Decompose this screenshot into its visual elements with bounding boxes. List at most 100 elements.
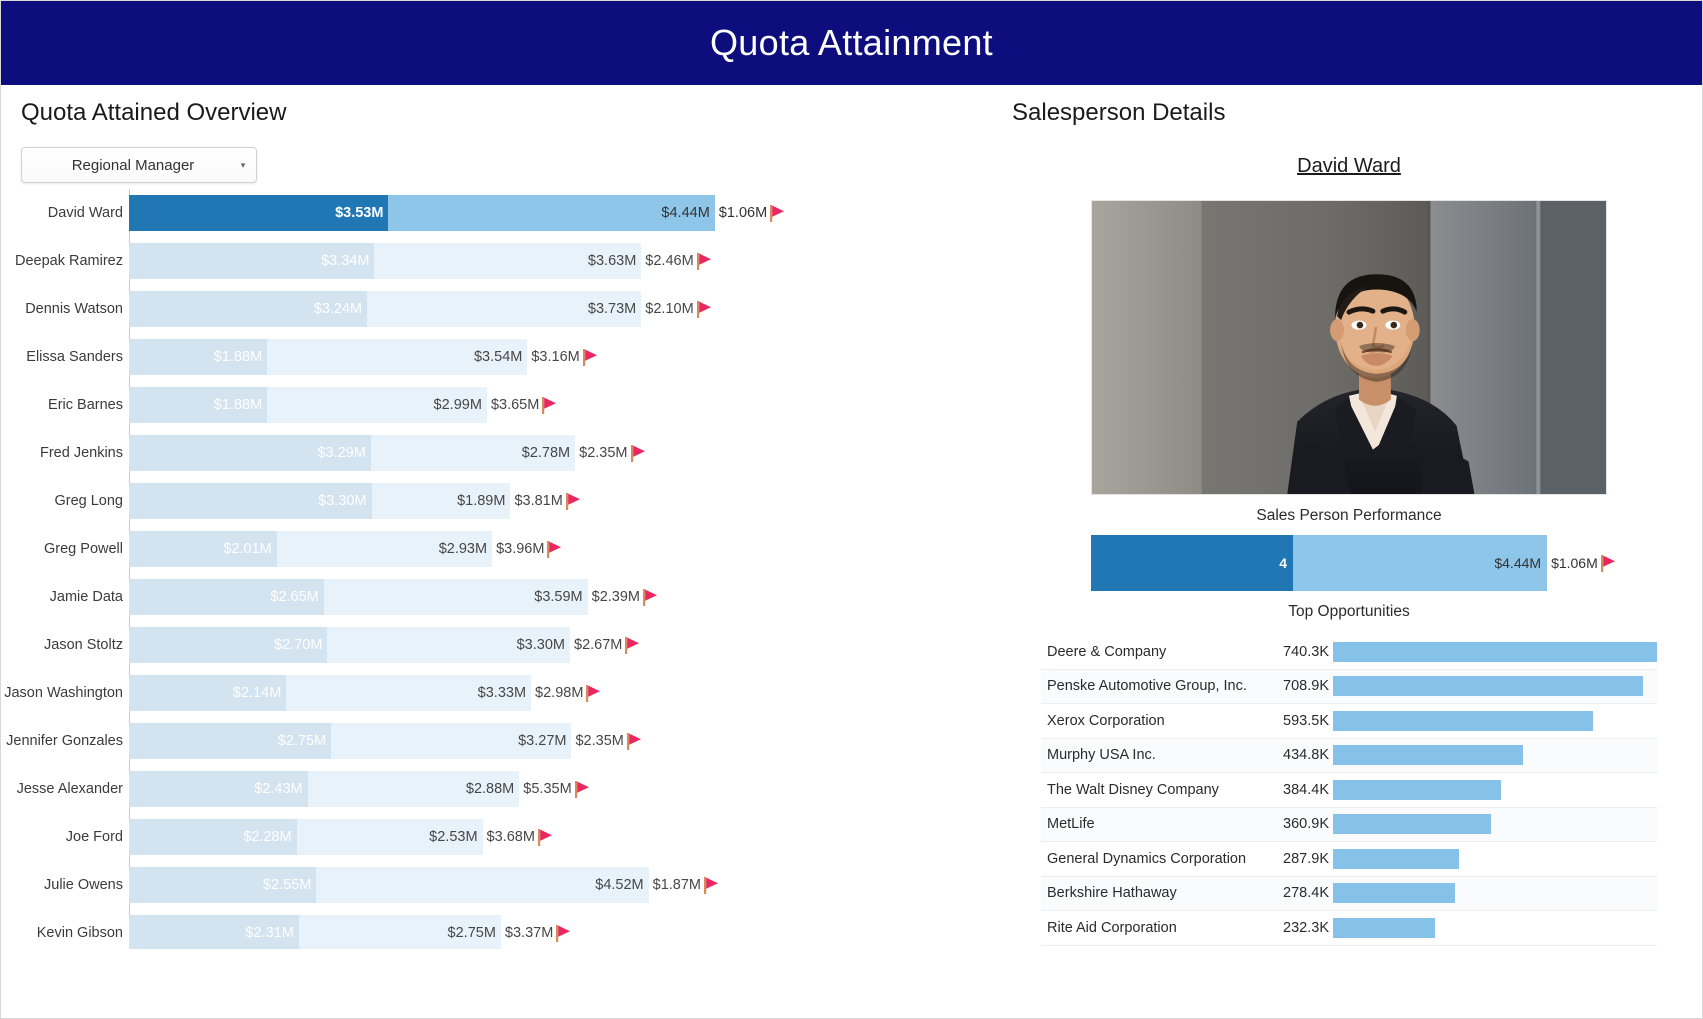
quota-bar-segment-pipeline[interactable]: $4.52M	[316, 867, 649, 903]
opportunity-row[interactable]: MetLife 360.9K	[1041, 807, 1657, 842]
opportunity-row[interactable]: Deere & Company 740.3K	[1041, 635, 1657, 670]
quota-bar-segment-pipeline[interactable]: $3.54M	[267, 339, 528, 375]
opportunity-bar-track	[1333, 848, 1657, 869]
opportunity-value: 232.3K	[1283, 919, 1329, 936]
opportunity-bar[interactable]	[1333, 779, 1502, 800]
performance-segment-pipeline[interactable]: $4.44M	[1293, 535, 1548, 591]
quota-bar-segment-attained[interactable]: $2.14M	[129, 675, 287, 711]
quota-bar-row[interactable]: Jason Washington $2.14M $3.33M $2.98M	[1, 669, 996, 717]
opportunity-bar-track	[1333, 710, 1657, 731]
opportunity-row[interactable]: Rite Aid Corporation 232.3K	[1041, 911, 1657, 946]
quota-bar-segment-pipeline[interactable]: $2.88M	[307, 771, 520, 807]
quota-bar-segment-attained[interactable]: $2.31M	[129, 915, 299, 949]
opportunity-bar[interactable]	[1333, 641, 1657, 662]
quota-bar-row[interactable]: Elissa Sanders $1.88M $3.54M $3.16M	[1, 333, 996, 381]
opportunity-row[interactable]: Xerox Corporation 593.5K	[1041, 704, 1657, 739]
top-opportunities-list[interactable]: Deere & Company 740.3K Penske Automotive G…	[1041, 635, 1657, 946]
quota-bar-row[interactable]: Jason Stoltz $2.70M $3.30M $2.67M	[1, 621, 996, 669]
quota-bar-segment-pipeline[interactable]: $3.30M	[327, 627, 570, 663]
quota-bar-row[interactable]: Jesse Alexander $2.43M $2.88M $5.35M	[1, 765, 996, 813]
quota-bar-segment-attained[interactable]: $2.55M	[129, 867, 317, 903]
quota-bar-segment-attained[interactable]: $1.88M	[129, 387, 268, 423]
quota-bar-track: $2.28M $2.53M $3.68M	[129, 813, 996, 861]
quota-bar-row[interactable]: Dennis Watson $3.24M $3.73M $2.10M	[1, 285, 996, 333]
quota-bar-segment-pipeline[interactable]: $2.78M	[370, 435, 576, 471]
flag-icon	[696, 300, 712, 318]
opportunity-bar[interactable]	[1333, 917, 1435, 938]
quota-bar-segment-attained[interactable]: $2.43M	[129, 771, 308, 807]
quota-bar-segment-pipeline[interactable]: $2.53M	[296, 819, 483, 855]
quota-bar-segment-pipeline[interactable]: $3.33M	[286, 675, 532, 711]
quota-bar-row[interactable]: Greg Powell $2.01M $2.93M $3.96M	[1, 525, 996, 573]
quota-bar-segment-pipeline[interactable]: $2.75M	[298, 915, 501, 949]
quota-bar-row[interactable]: Jamie Data $2.65M $3.59M $2.39M	[1, 573, 996, 621]
opportunity-name: The Walt Disney Company	[1047, 781, 1219, 798]
opportunity-bar-track	[1333, 883, 1657, 904]
opportunity-row[interactable]: The Walt Disney Company 384.4K	[1041, 773, 1657, 808]
quota-bar-segment-attained[interactable]: $2.70M	[129, 627, 328, 663]
opportunity-bar[interactable]	[1333, 676, 1644, 697]
quota-bar-segment-attained[interactable]: $3.30M	[129, 483, 372, 519]
quota-bar-track: $2.75M $3.27M $2.35M	[129, 717, 996, 765]
quota-bar-gap-value: $3.16M	[531, 339, 597, 375]
flag-icon	[626, 732, 642, 750]
opportunity-name: General Dynamics Corporation	[1047, 850, 1247, 867]
page-title: Quota Attainment	[710, 22, 993, 63]
quota-bar-segment-attained[interactable]: $2.28M	[129, 819, 297, 855]
quota-bar-row[interactable]: Greg Long $3.30M $1.89M $3.81M	[1, 477, 996, 525]
quota-bar-row-label: Elissa Sanders	[26, 349, 123, 365]
quota-bar-segment-pipeline[interactable]: $3.73M	[367, 291, 642, 327]
quota-bar-segment-attained[interactable]: $2.75M	[129, 723, 332, 759]
quota-bar-segment-attained[interactable]: $2.65M	[129, 579, 324, 615]
quota-bar-row[interactable]: Julie Owens $2.55M $4.52M $1.87M	[1, 861, 996, 909]
salesperson-name-link[interactable]: David Ward	[1297, 155, 1401, 177]
opportunity-row[interactable]: Berkshire Hathaway 278.4K	[1041, 876, 1657, 911]
quota-bar-track: $2.55M $4.52M $1.87M	[129, 861, 996, 909]
quota-bar-segment-attained[interactable]: $2.01M	[129, 531, 277, 567]
quota-bar-segment-attained[interactable]: $3.29M	[129, 435, 371, 471]
opportunity-bar[interactable]	[1333, 814, 1491, 835]
quota-bar-segment-pipeline[interactable]: $2.93M	[276, 531, 493, 567]
opportunity-bar[interactable]	[1333, 710, 1593, 731]
quota-bar-gap-label: $2.67M	[574, 637, 623, 653]
quota-bar-row[interactable]: Eric Barnes $1.88M $2.99M $3.65M	[1, 381, 996, 429]
quota-bar-track: $3.29M $2.78M $2.35M	[129, 429, 996, 477]
quota-bar-gap-value: $3.65M	[491, 387, 557, 423]
chevron-down-icon: ▾	[240, 159, 246, 170]
flag-icon	[537, 828, 553, 846]
quota-bar-row[interactable]: Deepak Ramirez $3.34M $3.63M $2.46M	[1, 237, 996, 285]
flag-icon	[643, 588, 658, 606]
quota-bar-segment-pipeline[interactable]: $3.27M	[331, 723, 572, 759]
role-filter-dropdown[interactable]: Regional Manager ▾	[21, 147, 257, 183]
quota-bar-segment-attained[interactable]: $1.88M	[129, 339, 268, 375]
quota-bar-row[interactable]: Fred Jenkins $3.29M $2.78M $2.35M	[1, 429, 996, 477]
opportunity-value: 434.8K	[1283, 747, 1329, 764]
opportunity-row[interactable]: General Dynamics Corporation 287.9K	[1041, 842, 1657, 877]
opportunity-row[interactable]: Penske Automotive Group, Inc. 708.9K	[1041, 669, 1657, 704]
salesperson-details-panel: Salesperson Details David Ward	[996, 85, 1702, 1018]
quota-bar-segment-pipeline[interactable]: $4.44M	[388, 195, 715, 231]
performance-chart-title: Sales Person Performance	[1256, 507, 1442, 524]
quota-bar-segment-pipeline[interactable]: $1.89M	[371, 483, 511, 519]
quota-bar-row[interactable]: Kevin Gibson $2.31M $2.75M $3.37M	[1, 909, 996, 949]
opportunity-row[interactable]: Murphy USA Inc. 434.8K	[1041, 738, 1657, 773]
quota-bar-segment-pipeline[interactable]: $3.63M	[374, 243, 642, 279]
opportunity-bar[interactable]	[1333, 848, 1459, 869]
opportunity-bar[interactable]	[1333, 745, 1524, 766]
quota-bar-row-label: Kevin Gibson	[36, 925, 123, 941]
performance-segment-attained[interactable]: 4	[1091, 535, 1293, 591]
quota-bar-segment-pipeline[interactable]: $3.59M	[323, 579, 588, 615]
opportunity-bar[interactable]	[1333, 883, 1455, 904]
quota-bar-segment-attained[interactable]: $3.24M	[129, 291, 368, 327]
quota-bar-row[interactable]: David Ward $3.53M $4.44M $1.06M	[1, 189, 996, 237]
quota-bar-row[interactable]: Jennifer Gonzales $2.75M $3.27M $2.35M	[1, 717, 996, 765]
quota-bar-segment-attained[interactable]: $3.34M	[129, 243, 375, 279]
quota-bar-segment-attained[interactable]: $3.53M	[129, 195, 389, 231]
quota-bar-gap-label: $1.87M	[652, 877, 702, 893]
quota-bar-chart[interactable]: David Ward $3.53M $4.44M $1.06M Deepak Ramir…	[1, 189, 996, 949]
quota-bar-row[interactable]: Joe Ford $2.28M $2.53M $3.68M	[1, 813, 996, 861]
flag-icon	[542, 396, 557, 414]
opportunity-value: 593.5K	[1283, 712, 1329, 729]
quota-bar-segment-pipeline[interactable]: $2.99M	[267, 387, 487, 423]
performance-bar-chart[interactable]: 4 $4.44M $1.06M	[1091, 535, 1615, 591]
